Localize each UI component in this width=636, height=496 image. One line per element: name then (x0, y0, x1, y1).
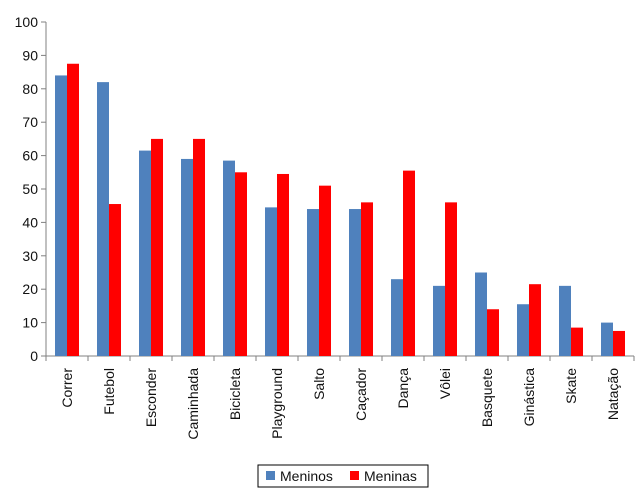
x-tick-label: Caçador (353, 368, 369, 421)
bar-meninos-4 (223, 160, 235, 356)
bar-meninos-0 (55, 75, 67, 356)
y-tick-label: 40 (22, 214, 38, 230)
x-tick-label: Bicicleta (227, 368, 243, 420)
y-tick-label: 80 (22, 81, 38, 97)
bar-meninos-2 (139, 150, 151, 356)
y-tick-label: 100 (15, 14, 39, 30)
y-tick-label: 60 (22, 148, 38, 164)
bar-meninas-5 (277, 173, 289, 356)
bar-meninos-10 (475, 272, 487, 356)
bar-meninos-13 (601, 322, 613, 356)
bar-meninos-1 (97, 82, 109, 357)
x-tick-label: Playground (269, 368, 285, 439)
bar-meninas-4 (235, 172, 247, 356)
x-tick-label: Esconder (143, 368, 159, 427)
bar-meninas-0 (67, 63, 79, 356)
x-tick-label: Correr (59, 368, 75, 408)
legend-swatch-meninas (350, 471, 359, 480)
bar-meninas-3 (193, 138, 205, 356)
y-tick-label: 10 (22, 315, 38, 331)
bar-meninas-1 (109, 204, 121, 356)
bar-meninas-13 (613, 330, 625, 356)
y-tick-label: 90 (22, 47, 38, 63)
x-tick-label: Skate (563, 368, 579, 404)
axes (41, 21, 635, 361)
bar-meninos-12 (559, 285, 571, 356)
bars (55, 63, 625, 357)
bar-meninos-9 (433, 285, 445, 356)
bar-meninas-12 (571, 327, 583, 356)
bar-meninos-7 (349, 209, 361, 356)
legend-label-meninos: Meninos (280, 468, 333, 484)
bar-meninos-11 (517, 304, 529, 356)
x-tick-label: Natação (605, 368, 621, 420)
legend-label-meninas: Meninas (364, 468, 417, 484)
y-tick-label: 50 (22, 181, 38, 197)
bar-meninos-8 (391, 279, 403, 356)
bar-meninos-3 (181, 158, 193, 356)
bar-meninos-6 (307, 209, 319, 356)
y-tick-label: 0 (30, 348, 38, 364)
legend-box (257, 464, 429, 488)
x-tick-label: Dança (395, 368, 411, 409)
legend: Meninos Meninas (257, 464, 429, 488)
tick-labels: 0 10 20 30 40 50 60 70 80 90 100 Correr Futebol Escon… (15, 14, 621, 440)
y-tick-label: 20 (22, 281, 38, 297)
x-tick-label: Caminhada (185, 368, 201, 440)
y-tick-label: 30 (22, 248, 38, 264)
x-tick-label: Vôlei (437, 368, 453, 399)
bar-meninas-11 (529, 284, 541, 356)
bar-meninas-9 (445, 202, 457, 356)
x-tick-label: Ginástica (521, 368, 537, 427)
bar-meninas-8 (403, 170, 415, 356)
bar-meninas-2 (151, 138, 163, 356)
bar-meninas-10 (487, 309, 499, 356)
bar-meninas-7 (361, 202, 373, 356)
x-tick-label: Salto (311, 368, 327, 400)
bar-meninas-6 (319, 185, 331, 356)
x-tick-label: Futebol (101, 368, 117, 415)
x-tick-label: Basquete (479, 368, 495, 427)
y-tick-label: 70 (22, 114, 38, 130)
bar-meninos-5 (265, 207, 277, 356)
legend-swatch-meninos (266, 471, 275, 480)
